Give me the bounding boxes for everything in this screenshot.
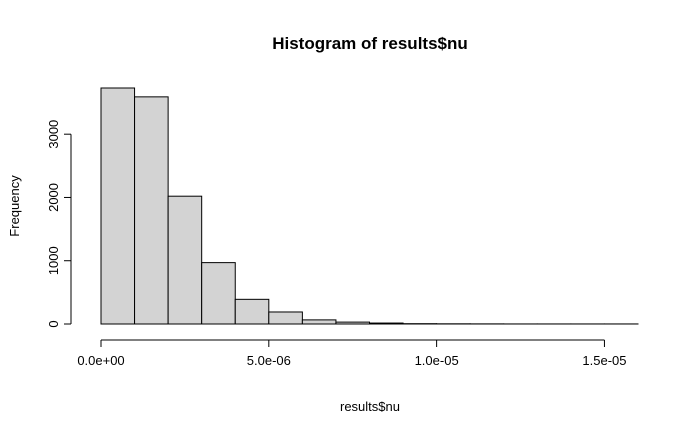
histogram-bar [167,195,203,325]
x-axis: 0.0e+00 5.0e-06 1.0e-05 1.5e-05 [77,339,626,368]
histogram-bar [369,322,404,325]
histogram-bar [268,311,303,325]
y-tick-label: 3000 [46,120,61,149]
histogram-bar [234,298,270,325]
histogram-bar [201,262,236,325]
y-axis-label: Frequency [7,175,22,237]
histogram-bar [335,321,370,325]
y-tick-label: 0 [46,320,61,327]
histogram-bar [100,87,136,325]
x-tick-label: 1.5e-05 [582,353,626,368]
y-tick-label: 2000 [46,183,61,212]
y-tick-label: 1000 [46,246,61,275]
x-axis-label: results$nu [340,399,400,414]
y-axis: 0 1000 2000 3000 [46,120,72,328]
histogram-bar [134,96,169,325]
x-tick-label: 1.0e-05 [415,353,459,368]
histogram-bar [301,319,337,325]
bars-group [100,87,639,325]
chart-title: Histogram of results$nu [272,34,468,53]
x-tick-label: 0.0e+00 [77,353,124,368]
x-tick-label: 5.0e-06 [247,353,291,368]
